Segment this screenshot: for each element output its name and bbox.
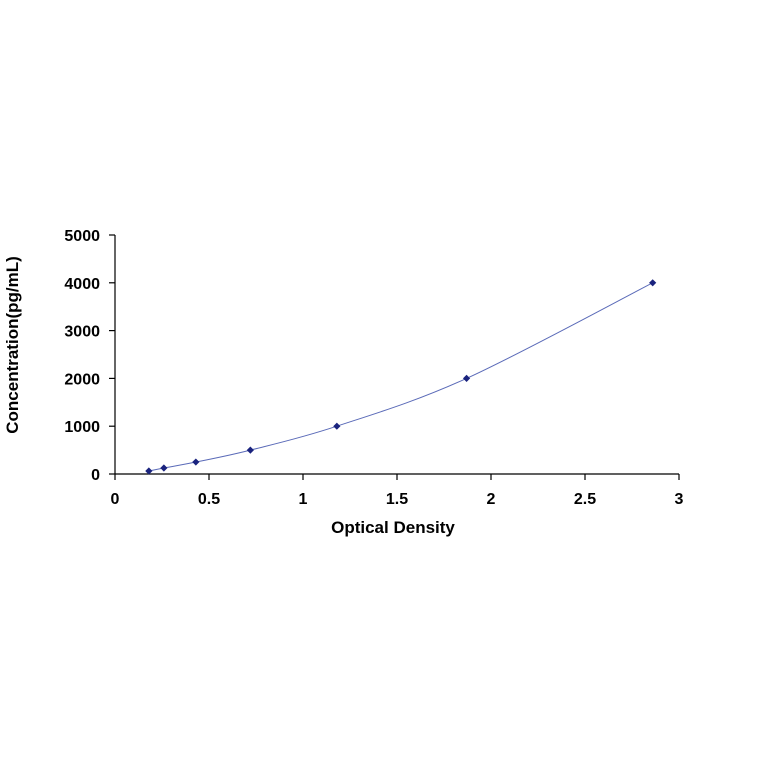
data-point-6 bbox=[649, 279, 657, 287]
y-tick-label-5: 5000 bbox=[64, 228, 100, 245]
data-point-0 bbox=[145, 467, 153, 475]
fit-curve bbox=[148, 282, 653, 472]
x-axis-title: Optical Density bbox=[331, 518, 455, 537]
x-tick-label-2: 1 bbox=[299, 491, 308, 508]
data-points bbox=[145, 279, 657, 475]
data-point-2 bbox=[192, 458, 200, 466]
y-axis-title: Concentration(pg/mL) bbox=[3, 256, 22, 434]
y-tick-label-1: 1000 bbox=[64, 419, 100, 436]
x-tick-label-1: 0.5 bbox=[198, 491, 220, 508]
x-tick-label-4: 2 bbox=[487, 491, 496, 508]
x-tick-label-0: 0 bbox=[111, 491, 120, 508]
axes bbox=[114, 235, 679, 475]
y-ticks: 0 1000 2000 3000 4000 5000 bbox=[64, 228, 115, 484]
x-ticks: 0 0.5 1 1.5 2 2.5 3 bbox=[111, 474, 684, 508]
data-point-1 bbox=[160, 464, 168, 472]
y-tick-label-2: 2000 bbox=[64, 371, 100, 388]
y-tick-label-4: 4000 bbox=[64, 276, 100, 293]
data-point-3 bbox=[246, 446, 254, 454]
x-tick-label-6: 3 bbox=[675, 491, 684, 508]
y-tick-label-3: 3000 bbox=[64, 324, 100, 341]
data-point-4 bbox=[333, 422, 341, 430]
x-tick-label-5: 2.5 bbox=[574, 491, 596, 508]
data-point-5 bbox=[462, 374, 471, 382]
x-tick-label-3: 1.5 bbox=[386, 491, 408, 508]
y-tick-label-0: 0 bbox=[91, 467, 100, 484]
